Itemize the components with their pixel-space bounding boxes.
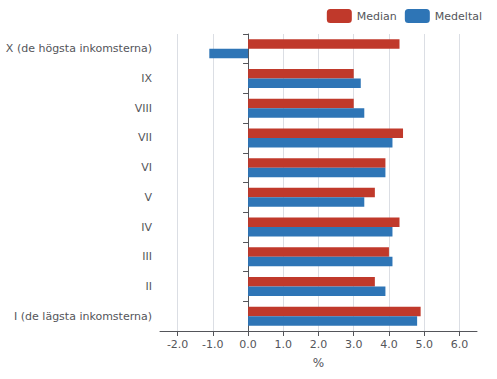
svg-text:4.0: 4.0 xyxy=(380,338,398,351)
svg-text:2.0: 2.0 xyxy=(310,338,328,351)
svg-text:X (de högsta inkomsterna): X (de högsta inkomsterna) xyxy=(6,42,152,55)
svg-text:1.0: 1.0 xyxy=(275,338,293,351)
svg-text:%: % xyxy=(313,356,324,370)
svg-text:VI: VI xyxy=(141,161,152,174)
svg-text:VIII: VIII xyxy=(135,102,152,115)
svg-text:-1.0: -1.0 xyxy=(202,338,223,351)
svg-text:-2.0: -2.0 xyxy=(167,338,188,351)
svg-text:I (de lägsta inkomsterna): I (de lägsta inkomsterna) xyxy=(14,310,152,323)
svg-text:5.0: 5.0 xyxy=(415,338,433,351)
svg-text:IV: IV xyxy=(141,221,152,234)
svg-text:IX: IX xyxy=(141,72,152,85)
svg-text:III: III xyxy=(142,250,152,263)
svg-text:Median: Median xyxy=(357,10,397,23)
svg-text:V: V xyxy=(144,191,152,204)
svg-text:VII: VII xyxy=(138,131,152,144)
svg-text:0.0: 0.0 xyxy=(239,338,257,351)
svg-text:Medeltal: Medeltal xyxy=(435,10,482,23)
svg-text:6.0: 6.0 xyxy=(451,338,469,351)
svg-text:II: II xyxy=(146,280,153,293)
svg-text:3.0: 3.0 xyxy=(345,338,363,351)
